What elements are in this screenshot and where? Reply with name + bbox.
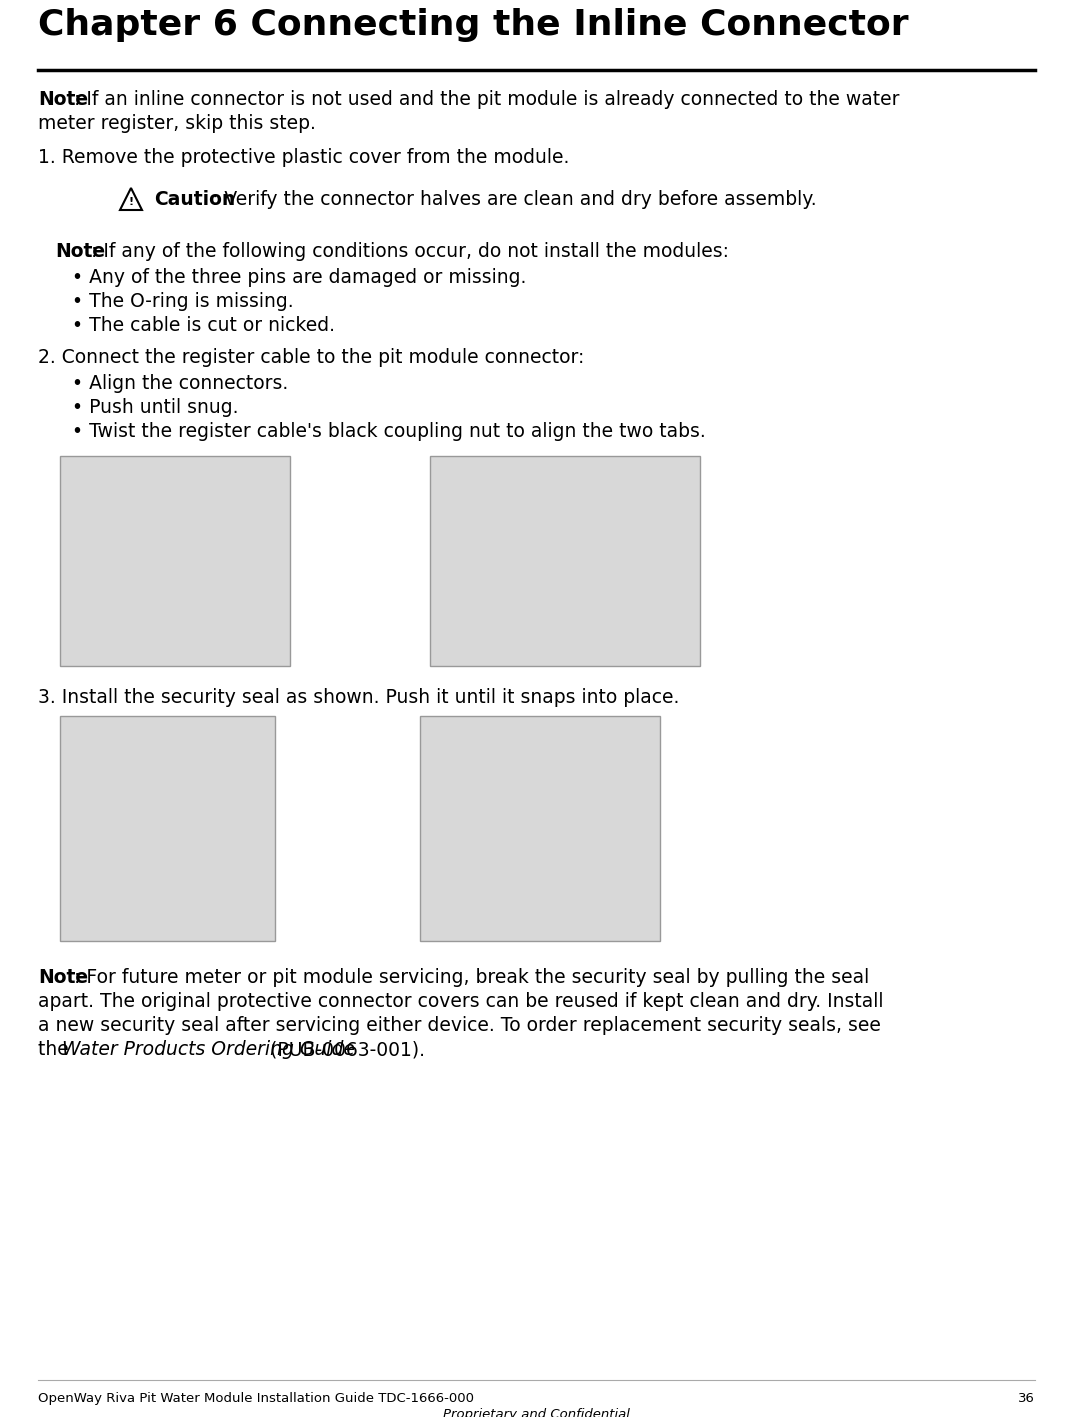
Text: • Twist the register cable's black coupling nut to align the two tabs.: • Twist the register cable's black coupl… — [72, 422, 706, 441]
Text: : Verify the connector halves are clean and dry before assembly.: : Verify the connector halves are clean … — [212, 190, 817, 208]
Text: OpenWay Riva Pit Water Module Installation Guide TDC-1666-000: OpenWay Riva Pit Water Module Installati… — [38, 1391, 474, 1406]
Text: Note: Note — [38, 91, 88, 109]
Bar — [60, 456, 290, 666]
Text: • Align the connectors.: • Align the connectors. — [72, 374, 289, 393]
Text: apart. The original protective connector covers can be reused if kept clean and : apart. The original protective connector… — [38, 992, 883, 1010]
Text: 1. Remove the protective plastic cover from the module.: 1. Remove the protective plastic cover f… — [38, 147, 570, 167]
Text: • Any of the three pins are damaged or missing.: • Any of the three pins are damaged or m… — [72, 268, 527, 288]
Text: • The cable is cut or nicked.: • The cable is cut or nicked. — [72, 316, 335, 334]
Text: Note: Note — [38, 968, 88, 988]
Text: a new security seal after servicing either device. To order replacement security: a new security seal after servicing eith… — [38, 1016, 881, 1034]
Text: Caution: Caution — [155, 190, 235, 208]
Text: : For future meter or pit module servicing, break the security seal by pulling t: : For future meter or pit module servici… — [74, 968, 869, 988]
Text: 3. Install the security seal as shown. Push it until it snaps into place.: 3. Install the security seal as shown. P… — [38, 689, 679, 707]
Text: • The O-ring is missing.: • The O-ring is missing. — [72, 292, 294, 310]
Text: meter register, skip this step.: meter register, skip this step. — [38, 113, 315, 133]
Text: the: the — [38, 1040, 75, 1058]
Text: !: ! — [129, 197, 133, 207]
Text: 36: 36 — [1018, 1391, 1035, 1406]
Text: Water Products Ordering Guide: Water Products Ordering Guide — [62, 1040, 355, 1058]
Bar — [60, 716, 275, 941]
Text: Proprietary and Confidential: Proprietary and Confidential — [443, 1408, 630, 1417]
Text: (PUB-0063-001).: (PUB-0063-001). — [264, 1040, 425, 1058]
Text: Note: Note — [55, 242, 105, 261]
Text: : If any of the following conditions occur, do not install the modules:: : If any of the following conditions occ… — [91, 242, 729, 261]
Text: 2. Connect the register cable to the pit module connector:: 2. Connect the register cable to the pit… — [38, 349, 585, 367]
Text: • Push until snug.: • Push until snug. — [72, 398, 238, 417]
Text: : If an inline connector is not used and the pit module is already connected to : : If an inline connector is not used and… — [74, 91, 899, 109]
Text: Chapter 6 Connecting the Inline Connector: Chapter 6 Connecting the Inline Connecto… — [38, 9, 909, 43]
Bar — [430, 456, 700, 666]
Bar — [420, 716, 660, 941]
